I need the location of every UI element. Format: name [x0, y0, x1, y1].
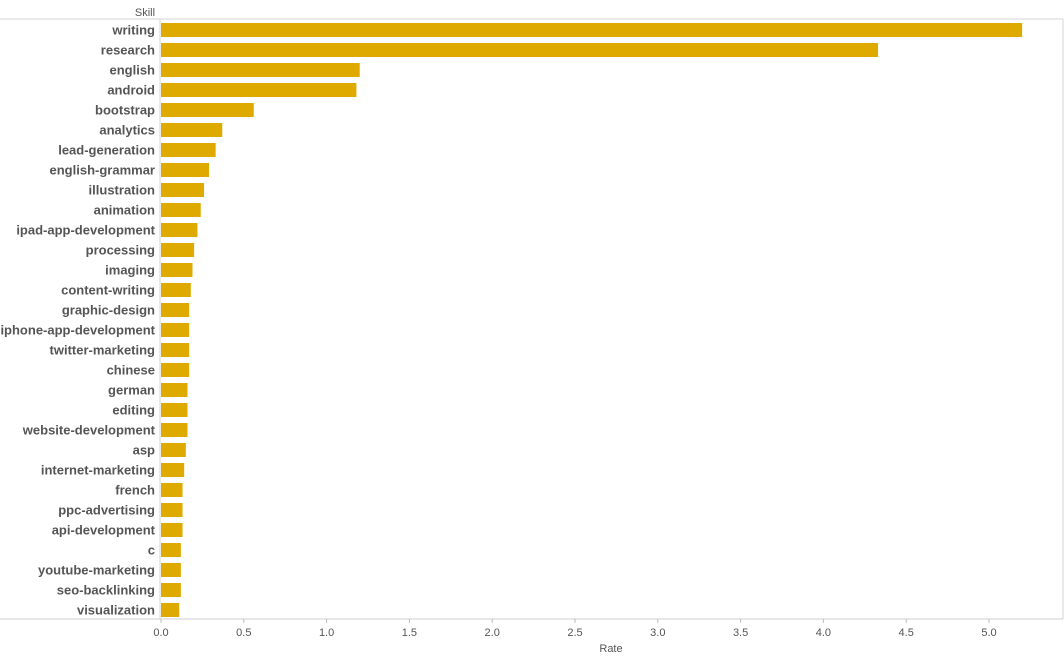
bar[interactable]	[161, 283, 191, 297]
category-labels: writing research english android bootstrap an…	[0, 23, 155, 618]
bar[interactable]	[161, 223, 198, 237]
category-label: german	[108, 383, 155, 398]
category-label: lead-generation	[58, 143, 155, 158]
category-label: analytics	[99, 123, 155, 138]
x-tick-label: 3.5	[733, 627, 748, 639]
bar[interactable]	[161, 143, 216, 157]
bar[interactable]	[161, 243, 195, 257]
bar[interactable]	[161, 583, 181, 597]
category-label: illustration	[89, 183, 156, 198]
bar[interactable]	[161, 83, 357, 97]
category-label: french	[115, 483, 155, 498]
category-label: content-writing	[61, 283, 155, 298]
bar[interactable]	[161, 363, 190, 377]
category-label: imaging	[105, 263, 155, 278]
bar[interactable]	[161, 483, 183, 497]
bar[interactable]	[161, 123, 223, 137]
bar[interactable]	[161, 563, 181, 577]
bar[interactable]	[161, 503, 183, 517]
category-label: ipad-app-development	[16, 223, 155, 238]
x-tick-label: 4.0	[816, 627, 831, 639]
x-tick-label: 2.5	[567, 627, 582, 639]
bar[interactable]	[161, 23, 1023, 37]
bar[interactable]	[161, 263, 193, 277]
category-label: research	[101, 43, 155, 58]
category-label: website-development	[22, 423, 156, 438]
x-axis-ticks: 0.0 0.5 1.0 1.5 2.0 2.5 3.0 3.5 4.0 4.5 5.0	[153, 619, 997, 639]
category-label: graphic-design	[62, 303, 155, 318]
x-tick-label: 5.0	[981, 627, 996, 639]
bar[interactable]	[161, 183, 205, 197]
x-tick-label: 4.5	[899, 627, 914, 639]
x-tick-label: 0.5	[236, 627, 251, 639]
category-label: c	[148, 543, 155, 558]
x-tick-label: 1.5	[402, 627, 417, 639]
category-label: bootstrap	[95, 103, 155, 118]
category-label: animation	[94, 203, 155, 218]
category-label: asp	[133, 443, 155, 458]
x-axis-title: Rate	[599, 643, 622, 655]
chart-frame	[0, 18, 1064, 620]
category-label: api-development	[52, 523, 156, 538]
category-label: seo-backlinking	[57, 583, 155, 598]
category-label: internet-marketing	[41, 463, 155, 478]
bar[interactable]	[161, 383, 188, 397]
bar[interactable]	[161, 603, 180, 617]
bar[interactable]	[161, 523, 183, 537]
category-label: youtube-marketing	[38, 563, 155, 578]
bar[interactable]	[161, 63, 360, 77]
x-tick-label: 0.0	[153, 627, 168, 639]
bars-group	[161, 23, 1023, 617]
y-axis-title: Skill	[135, 7, 155, 19]
category-label: english	[109, 63, 155, 78]
category-label: visualization	[77, 603, 155, 618]
category-label: ppc-advertising	[58, 503, 155, 518]
x-tick-label: 1.0	[319, 627, 334, 639]
bar[interactable]	[161, 423, 188, 437]
category-label: iphone-app-development	[0, 323, 155, 338]
category-label: processing	[86, 243, 155, 258]
category-label: android	[107, 83, 155, 98]
category-label: chinese	[107, 363, 155, 378]
category-label: twitter-marketing	[50, 343, 156, 358]
x-tick-label: 2.0	[485, 627, 500, 639]
x-tick-label: 3.0	[650, 627, 665, 639]
bar[interactable]	[161, 443, 186, 457]
bar[interactable]	[161, 103, 254, 117]
category-label: english-grammar	[50, 163, 155, 178]
category-label: editing	[112, 403, 155, 418]
bar[interactable]	[161, 463, 185, 477]
bar[interactable]	[161, 43, 879, 57]
bar[interactable]	[161, 543, 181, 557]
bar[interactable]	[161, 303, 190, 317]
category-label: writing	[111, 23, 155, 38]
bar[interactable]	[161, 203, 201, 217]
bar[interactable]	[161, 163, 210, 177]
bar[interactable]	[161, 343, 190, 357]
bar[interactable]	[161, 323, 190, 337]
bar[interactable]	[161, 403, 188, 417]
